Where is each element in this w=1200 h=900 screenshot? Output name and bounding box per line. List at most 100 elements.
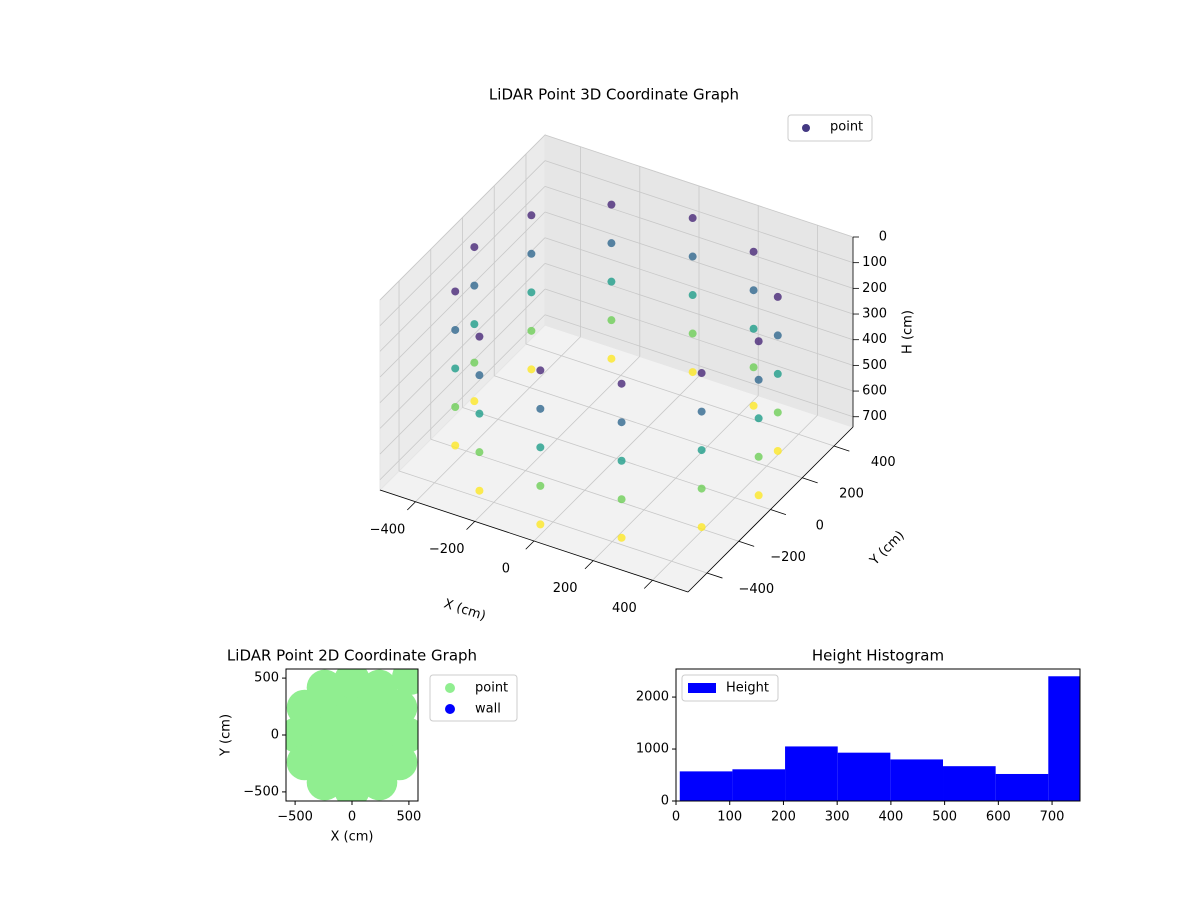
tick-mark bbox=[407, 501, 416, 511]
tick-mark bbox=[643, 579, 653, 589]
tick-mark bbox=[525, 540, 535, 550]
point bbox=[306, 764, 343, 801]
point bbox=[697, 407, 706, 416]
grid-line bbox=[544, 160, 854, 264]
point bbox=[617, 495, 626, 504]
x-tick-label: 200 bbox=[771, 810, 796, 825]
point bbox=[392, 669, 418, 695]
legend-label: wall bbox=[475, 702, 501, 717]
grid-line bbox=[525, 343, 835, 447]
legend-marker bbox=[445, 683, 455, 693]
legend-box bbox=[429, 674, 518, 722]
point bbox=[749, 363, 758, 372]
legend-marker bbox=[688, 683, 716, 693]
legend-box bbox=[787, 114, 873, 142]
point bbox=[773, 331, 782, 340]
point bbox=[527, 211, 536, 220]
point bbox=[617, 533, 626, 542]
grid-line bbox=[544, 134, 854, 238]
grid-line bbox=[462, 407, 771, 510]
point bbox=[688, 291, 697, 300]
point bbox=[451, 287, 460, 296]
point bbox=[617, 456, 626, 465]
grid-line bbox=[379, 160, 546, 326]
x-tick-label: 600 bbox=[986, 810, 1011, 825]
y-tick-label: 0 bbox=[271, 728, 279, 743]
point bbox=[754, 375, 763, 384]
points bbox=[286, 669, 418, 801]
point bbox=[536, 481, 545, 490]
point bbox=[754, 491, 763, 500]
point bbox=[470, 397, 479, 406]
tick-mark bbox=[770, 509, 787, 515]
x-axis-line bbox=[379, 489, 689, 593]
point bbox=[688, 368, 697, 377]
z-tick-label: 600 bbox=[862, 384, 887, 399]
grid-line bbox=[379, 134, 546, 301]
point bbox=[773, 408, 782, 417]
point bbox=[688, 329, 697, 338]
y-tick-label: 0 bbox=[816, 518, 824, 533]
point bbox=[697, 523, 706, 532]
bar bbox=[732, 769, 786, 801]
x-tick-label: 0 bbox=[348, 810, 356, 825]
x-tick-label: 200 bbox=[553, 581, 578, 596]
point bbox=[475, 448, 484, 457]
y-axis-label: Y (cm) bbox=[867, 528, 908, 569]
point bbox=[470, 358, 479, 367]
point bbox=[607, 277, 616, 286]
tick-mark bbox=[706, 572, 723, 579]
point bbox=[617, 379, 626, 388]
bar bbox=[1048, 676, 1080, 801]
point bbox=[527, 326, 536, 335]
point bbox=[697, 369, 706, 378]
point bbox=[451, 402, 460, 411]
y-tick-label: 400 bbox=[871, 455, 896, 470]
tick-mark bbox=[466, 521, 476, 530]
point bbox=[451, 441, 460, 450]
point bbox=[697, 484, 706, 493]
chart-title: Height Histogram bbox=[812, 647, 944, 665]
y-tick-label: 200 bbox=[839, 487, 864, 502]
x-tick-label: −400 bbox=[370, 522, 406, 537]
point bbox=[470, 281, 479, 290]
grid-line bbox=[379, 211, 546, 378]
y-tick-label: 0 bbox=[661, 794, 669, 809]
point bbox=[536, 366, 545, 375]
legend-label: point bbox=[475, 681, 508, 696]
z-tick-label: 700 bbox=[862, 409, 887, 424]
grid-line bbox=[544, 314, 854, 418]
bar bbox=[995, 773, 1049, 801]
point bbox=[286, 689, 323, 726]
grid-line bbox=[379, 186, 546, 352]
point bbox=[749, 324, 758, 333]
point bbox=[536, 520, 545, 529]
grid-line bbox=[544, 262, 854, 366]
point bbox=[688, 214, 697, 223]
grid-line bbox=[398, 470, 708, 574]
point bbox=[536, 443, 545, 452]
z-tick-label: 0 bbox=[879, 230, 887, 245]
x-axis-label: X (cm) bbox=[331, 830, 374, 845]
point bbox=[607, 239, 616, 248]
z-tick-label: 500 bbox=[862, 358, 887, 373]
point bbox=[749, 286, 758, 295]
bar bbox=[837, 752, 891, 801]
point bbox=[527, 249, 536, 258]
legend-box bbox=[681, 674, 779, 702]
x-tick-label: 0 bbox=[672, 810, 680, 825]
point bbox=[754, 414, 763, 423]
plot-frame bbox=[675, 668, 1081, 802]
point bbox=[286, 717, 316, 753]
chart-title: LiDAR Point 2D Coordinate Graph bbox=[227, 647, 477, 665]
point bbox=[388, 717, 418, 753]
point bbox=[697, 446, 706, 455]
point bbox=[607, 200, 616, 209]
x-tick-label: 400 bbox=[612, 601, 637, 616]
grid-line bbox=[544, 185, 854, 289]
y-tick-label: 500 bbox=[254, 671, 279, 686]
point bbox=[381, 744, 418, 781]
grid-line bbox=[544, 288, 854, 392]
tick-mark bbox=[738, 540, 755, 547]
